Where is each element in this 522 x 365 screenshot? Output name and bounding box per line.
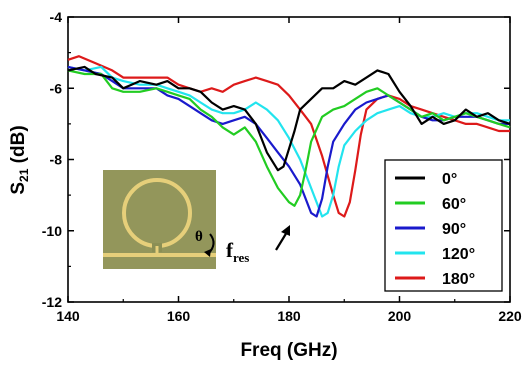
y-tick-label: -4	[50, 9, 63, 25]
y-axis-title-sub: 21	[17, 168, 31, 182]
legend-box	[384, 159, 503, 292]
legend-label: 120°	[442, 246, 475, 263]
y-axis-title: S21 (dB)	[8, 125, 31, 194]
fres-annotation: fres	[226, 225, 290, 265]
theta-label: θ	[195, 229, 203, 245]
fres-arrowhead-icon	[281, 225, 290, 236]
x-tick-label: 220	[498, 308, 522, 324]
fres-sub: res	[233, 250, 249, 265]
x-tick-label: 140	[56, 308, 80, 324]
fres-label: fres	[226, 238, 249, 265]
waveguide-bar	[103, 253, 216, 257]
rotation-arrowhead	[204, 249, 211, 257]
fres-main: f	[226, 238, 234, 262]
x-tick-label: 200	[388, 308, 412, 324]
legend-label: 60°	[442, 196, 466, 213]
y-tick-label: -12	[42, 294, 62, 310]
x-tick-label: 180	[277, 308, 301, 324]
fres-arrow-shaft	[275, 231, 288, 251]
legend-label: 180°	[442, 271, 475, 288]
y-axis-title-main: S	[8, 182, 29, 195]
legend-label: 90°	[442, 221, 466, 238]
inset-photo	[103, 170, 216, 269]
x-axis: 140 160 180 200 220	[56, 17, 522, 324]
y-axis: -12 -10 -8 -6 -4	[42, 9, 510, 310]
inset-background	[103, 170, 216, 269]
x-axis-title: Freq (GHz)	[240, 340, 337, 361]
inset-shade	[103, 170, 216, 269]
theta-annotation: θ	[195, 229, 215, 257]
legend-items: 0° 60° 90° 120° 180°	[395, 171, 475, 288]
legend-label: 0°	[442, 171, 457, 188]
legend: 0° 60° 90° 120° 180°	[384, 159, 503, 292]
y-tick-label: -10	[42, 223, 62, 239]
series-line-0	[67, 65, 511, 172]
series-line-1	[67, 69, 511, 207]
x-tick-label: 160	[167, 308, 191, 324]
y-tick-label: -8	[50, 152, 63, 168]
y-tick-label: -6	[50, 80, 63, 96]
series-lines	[67, 55, 511, 218]
y-axis-title-unit: (dB)	[8, 125, 29, 168]
